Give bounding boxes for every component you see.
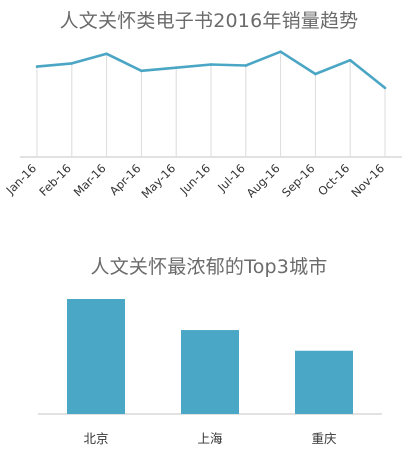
bar	[67, 299, 125, 414]
x-tick-label: 上海	[197, 431, 223, 446]
data-point	[279, 50, 282, 53]
bar	[295, 350, 353, 414]
x-tick-label: 重庆	[311, 431, 337, 446]
x-tick-label: 北京	[83, 431, 108, 446]
data-point	[35, 65, 39, 68]
data-point	[348, 58, 352, 62]
data-point	[383, 86, 387, 90]
data-point	[70, 62, 74, 65]
data-point	[209, 63, 213, 66]
bar-chart-title: 人文关怀最浓郁的Top3城市	[90, 256, 328, 278]
data-point	[174, 66, 178, 69]
data-point	[140, 69, 143, 73]
data-point	[105, 52, 108, 56]
line-chart-title: 人文关怀类电子书2016年销量趋势	[59, 10, 359, 32]
data-point	[314, 72, 317, 76]
bar	[181, 330, 239, 414]
data-point	[244, 64, 248, 67]
